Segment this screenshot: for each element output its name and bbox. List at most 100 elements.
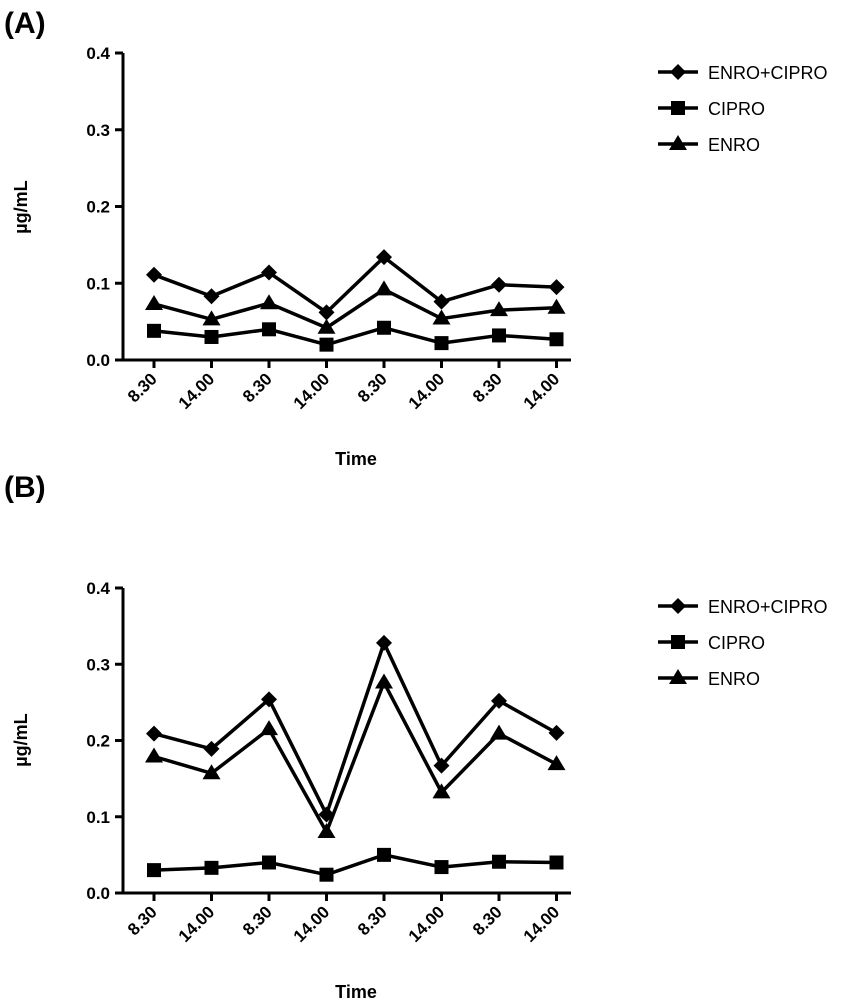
chart-b-point-enro-cipro xyxy=(491,692,507,709)
chart-a-point-enro xyxy=(317,318,336,334)
chart-a-point-enro-cipro xyxy=(376,249,392,266)
chart-a-point-cipro xyxy=(492,328,506,343)
chart-b-y-tick-label: 0.3 xyxy=(86,655,110,674)
chart-a-x-tick-label: 14.00 xyxy=(520,369,564,413)
chart-a-y-tick-label: 0.0 xyxy=(86,351,110,370)
chart-b-x-tick-label: 8.30 xyxy=(469,902,506,939)
chart-b-series-line-enro xyxy=(153,680,558,834)
chart-b-x-tick-label: 8.30 xyxy=(124,902,161,939)
chart-a-legend-label-enro: ENRO xyxy=(708,135,760,155)
chart-a-point-enro-cipro xyxy=(146,266,162,283)
chart-b-point-enro xyxy=(490,724,508,740)
chart-a-point-cipro xyxy=(204,329,219,344)
chart-a-point-cipro xyxy=(262,322,276,337)
chart-a-y-tick-label: 0.4 xyxy=(86,44,110,63)
chart-a-legend-marker-enro-cipro xyxy=(670,64,686,80)
chart-a-panel-label: (A) xyxy=(4,7,46,40)
chart-b-x-tick-label: 8.30 xyxy=(239,902,276,939)
chart-a-y-axis-title: µg/mL xyxy=(11,180,31,233)
chart-a-point-enro xyxy=(375,280,393,296)
chart-a-x-tick-label: 14.00 xyxy=(175,369,219,413)
chart-b-legend-marker-cipro xyxy=(671,635,685,649)
chart-b-point-enro xyxy=(145,747,163,763)
chart-a-point-cipro xyxy=(377,320,391,335)
chart-a-point-cipro xyxy=(434,336,449,351)
chart-b-point-enro-cipro xyxy=(548,724,565,741)
chart-a-y-tick-label: 0.2 xyxy=(86,198,110,217)
chart-b-series-line-cipro xyxy=(153,853,557,877)
chart-b-point-enro xyxy=(260,720,278,736)
chart-b-point-cipro xyxy=(319,867,334,882)
chart-a-x-tick-label: 14.00 xyxy=(290,369,334,413)
chart-a-point-enro xyxy=(490,301,508,317)
chart-b-point-cipro xyxy=(549,855,564,870)
chart-a-y-tick-label: 0.3 xyxy=(86,121,110,140)
chart-a-series-line-cipro xyxy=(153,326,557,347)
chart-b-x-tick-label: 8.30 xyxy=(354,902,391,939)
chart-a-x-tick-label: 8.30 xyxy=(469,369,506,406)
chart-a-point-enro xyxy=(145,294,163,310)
chart-b-x-tick-label: 14.00 xyxy=(290,902,334,946)
chart-b-point-cipro xyxy=(492,854,506,869)
chart-b-series-line-enro-cipro xyxy=(153,641,558,817)
chart-b-x-tick-label: 14.00 xyxy=(405,902,449,946)
chart-a-point-cipro xyxy=(549,332,564,347)
chart-a-point-enro-cipro xyxy=(261,264,277,281)
chart-b-point-enro xyxy=(547,755,566,771)
chart-a-legend-marker-cipro xyxy=(671,101,685,115)
chart-a-x-tick-label: 8.30 xyxy=(124,369,161,406)
chart-a-point-cipro xyxy=(147,323,161,338)
chart-a-point-enro-cipro xyxy=(318,304,335,321)
chart-b-point-cipro xyxy=(147,863,161,878)
chart-b-point-enro-cipro xyxy=(433,757,450,774)
chart-a-point-enro xyxy=(202,310,221,326)
chart-b-point-enro xyxy=(375,673,393,689)
chart-a-legend-label-cipro: CIPRO xyxy=(708,99,765,119)
chart-b-point-enro-cipro xyxy=(203,740,220,757)
chart-b-point-cipro xyxy=(434,860,449,875)
chart-a-legend-marker-enro xyxy=(669,135,687,150)
chart-b-y-axis-title: µg/mL xyxy=(11,713,31,766)
chart-a-point-enro-cipro xyxy=(491,276,507,293)
chart-b-point-cipro xyxy=(377,847,391,862)
chart-b-point-enro-cipro xyxy=(261,691,277,708)
chart-a-y-tick-label: 0.1 xyxy=(86,274,110,293)
chart-b-legend-marker-enro xyxy=(669,669,687,684)
chart-b-y-tick-label: 0.2 xyxy=(86,732,110,751)
chart-b-y-tick-label: 0.4 xyxy=(86,579,110,598)
chart-a-point-enro-cipro xyxy=(433,293,450,310)
chart-b-legend-label-enro-cipro: ENRO+CIPRO xyxy=(708,597,828,617)
chart-b: (B) 0.0 0.1 0.2 0.3 0.4 8.30 14.00 8.30 14.00 8.30… xyxy=(4,471,828,1002)
chart-a-legend-label-enro-cipro: ENRO+CIPRO xyxy=(708,63,828,83)
chart-b-x-tick-label: 14.00 xyxy=(175,902,219,946)
chart-b-x-axis-title: Time xyxy=(335,982,377,1002)
chart-b-x-tick-label: 14.00 xyxy=(520,902,564,946)
chart-b-y-tick-label: 0.1 xyxy=(86,808,110,827)
chart-b-legend-label-cipro: CIPRO xyxy=(708,633,765,653)
chart-a-point-enro xyxy=(260,294,278,310)
chart-b-point-cipro xyxy=(262,855,276,870)
chart-b-panel-label: (B) xyxy=(4,471,46,504)
chart-a-x-tick-label: 14.00 xyxy=(405,369,449,413)
chart-a-series-line-enro xyxy=(153,287,557,330)
chart-a-x-tick-label: 8.30 xyxy=(354,369,391,406)
chart-a-point-enro-cipro xyxy=(203,288,220,305)
chart-b-point-enro xyxy=(202,764,221,780)
chart-a-point-cipro xyxy=(319,337,334,352)
chart-a-point-enro xyxy=(432,309,451,325)
chart-a-x-axis-title: Time xyxy=(335,449,377,469)
chart-b-point-cipro xyxy=(204,860,219,875)
chart-b-point-enro xyxy=(432,783,451,799)
chart-a-series-line-enro-cipro xyxy=(153,255,557,315)
chart-b-legend-label-enro: ENRO xyxy=(708,669,760,689)
chart-b-point-enro-cipro xyxy=(376,634,392,651)
chart-a-x-tick-label: 8.30 xyxy=(239,369,276,406)
chart-a: (A) 0.0 0.1 0.2 0.3 0.4 8.30 14.00 8.30 14.00 8.30… xyxy=(4,7,828,469)
chart-a-point-enro xyxy=(547,298,566,314)
chart-b-point-enro xyxy=(317,823,336,838)
chart-b-legend-marker-enro-cipro xyxy=(670,598,686,614)
chart-b-point-enro-cipro xyxy=(146,725,162,742)
chart-a-point-enro-cipro xyxy=(548,279,565,296)
chart-b-y-tick-label: 0.0 xyxy=(86,884,110,903)
